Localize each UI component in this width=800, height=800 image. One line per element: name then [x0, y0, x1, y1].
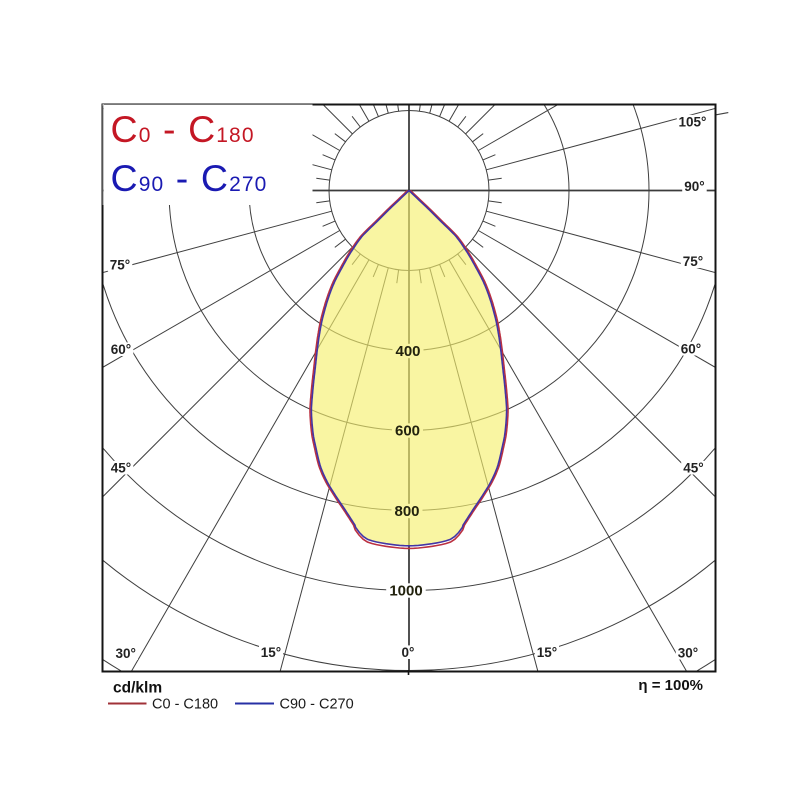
svg-text:C0 - C180: C0 - C180	[152, 697, 218, 713]
svg-text:30°: 30°	[678, 646, 698, 661]
svg-text:60°: 60°	[111, 342, 131, 357]
svg-text:105°: 105°	[679, 115, 707, 130]
svg-text:η = 100%: η = 100%	[638, 677, 703, 694]
svg-text:75°: 75°	[110, 258, 130, 273]
svg-text:0°: 0°	[402, 645, 415, 660]
svg-text:800: 800	[394, 503, 419, 520]
svg-text:600: 600	[395, 423, 420, 440]
svg-text:30°: 30°	[115, 646, 135, 661]
svg-text:C90 - C270: C90 - C270	[280, 697, 354, 713]
svg-text:45°: 45°	[683, 461, 703, 476]
svg-text:400: 400	[395, 343, 420, 360]
svg-text:15°: 15°	[537, 645, 557, 660]
svg-text:90°: 90°	[684, 179, 704, 194]
svg-text:1000: 1000	[389, 583, 422, 600]
svg-text:75°: 75°	[683, 254, 703, 269]
svg-text:cd/klm: cd/klm	[113, 680, 162, 697]
svg-text:60°: 60°	[681, 342, 701, 357]
svg-text:45°: 45°	[111, 461, 131, 476]
svg-text:15°: 15°	[261, 645, 281, 660]
